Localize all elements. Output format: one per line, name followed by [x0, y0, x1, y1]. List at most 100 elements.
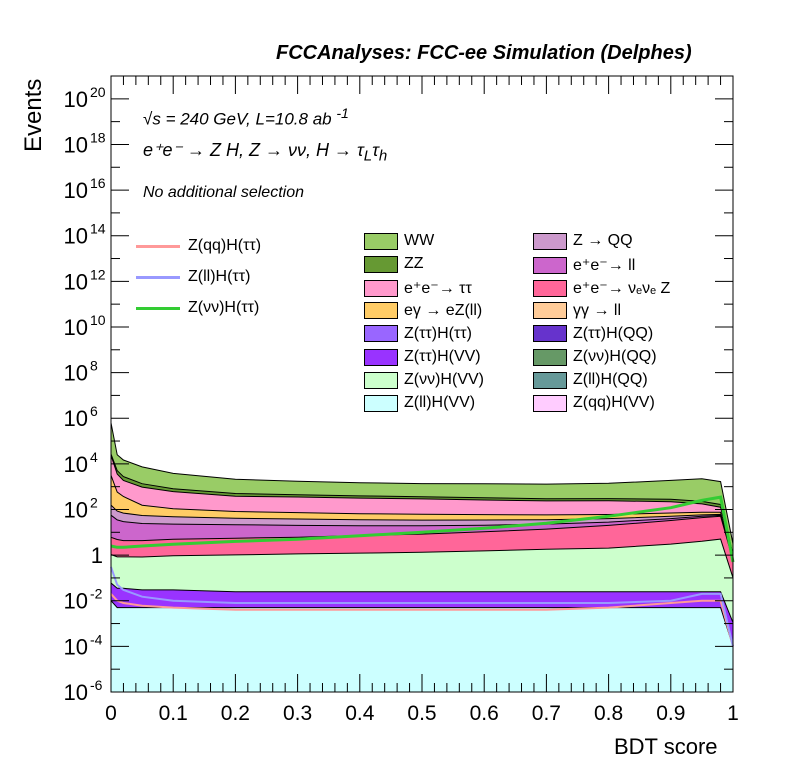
sqrt-symbol: √	[143, 109, 153, 129]
legend-box-label: WW	[404, 232, 435, 249]
legend-box-item: Z(ττ)H(QQ)	[533, 325, 653, 343]
legend-box-swatch	[533, 302, 567, 320]
legend-box-item: Z(νν)H(QQ)	[533, 348, 657, 366]
x-tick-label: 0	[105, 702, 117, 725]
legend-box-swatch	[533, 279, 567, 297]
legend-line-swatch	[136, 306, 180, 310]
legend-box-swatch	[364, 394, 398, 412]
y-tick-exponent: 12	[90, 266, 106, 282]
legend-box-swatch	[364, 325, 398, 343]
legend-box-swatch	[364, 232, 398, 250]
legend-line-label: Z(qq)H(ττ)	[188, 237, 262, 254]
x-tick-label: 0.6	[470, 702, 499, 725]
chart-banner: FCCAnalyses: FCC-ee Simulation (Delphes)	[276, 42, 692, 64]
legend-box-swatch	[364, 279, 398, 297]
legend-box-label: e⁺e⁻→ ττ	[404, 280, 472, 298]
legend-box-label: Z(ττ)H(ττ)	[404, 324, 472, 342]
y-tick-label: 10	[64, 680, 88, 705]
y-tick-exponent: 18	[90, 129, 106, 145]
legend-box-item: Z(qq)H(VV)	[533, 394, 655, 412]
y-axis-label: Events	[20, 78, 47, 152]
legend-box-item: eγ → eZ(ll)	[364, 302, 482, 320]
y-tick-label: 10	[64, 497, 88, 522]
legend-line-label: Z(νν)H(ττ)	[188, 299, 260, 316]
y-tick-label: 10	[64, 269, 88, 294]
y-tick-exponent: 8	[90, 358, 98, 374]
y-tick-label: 10	[64, 634, 88, 659]
legend-box-item: Z(ll)H(VV)	[364, 394, 475, 412]
x-tick-label: 0.8	[594, 702, 623, 725]
x-tick-label: 0.5	[407, 702, 436, 725]
signal-line-0	[110, 593, 734, 647]
x-axis-label: BDT score	[614, 734, 718, 759]
process-annotation: e⁺e⁻ → Z H, Z → νν, H → τLτh	[143, 140, 387, 165]
x-tick-label: 1	[727, 702, 739, 725]
legend-box-swatch	[364, 255, 398, 273]
x-tick-label: 0.2	[221, 702, 250, 725]
legend-box-swatch	[533, 256, 567, 274]
process-sub-l: L	[363, 147, 373, 165]
legend-box-swatch	[364, 302, 398, 320]
y-tick-exponent: 10	[90, 312, 106, 328]
legend-box-swatch	[364, 371, 398, 389]
legend-line-swatch	[136, 244, 180, 248]
x-tick-label: 0.4	[345, 702, 375, 725]
legend-box-item: Z → QQ	[533, 232, 633, 250]
y-tick-exponent: 6	[90, 403, 98, 419]
y-tick-exponent: 2	[90, 494, 98, 510]
legend-box-item: e⁺e⁻→ ττ	[364, 278, 472, 298]
y-tick-label: 10	[64, 178, 88, 203]
y-tick-exponent: -2	[90, 586, 103, 602]
x-tick-label: 0.7	[532, 702, 561, 725]
legend-box-item: e⁺e⁻→ νₑνₑ Z	[533, 278, 670, 298]
y-tick-exponent: 4	[90, 449, 98, 465]
legend-line-label: Z(ll)H(ττ)	[188, 268, 251, 285]
legend-line-item: Z(qq)H(ττ)	[136, 237, 261, 255]
legend-box-item: γγ → ll	[533, 302, 621, 320]
signal-line-2	[110, 495, 735, 563]
y-tick-label: 1	[91, 543, 103, 568]
y-tick-exponent: 14	[90, 221, 106, 237]
energy-annotation: √s = 240 GeV, L=10.8 ab -1	[143, 106, 349, 130]
legend-box-label: Z(qq)H(VV)	[573, 394, 655, 412]
legend-line-item: Z(ll)H(ττ)	[136, 268, 250, 286]
x-tick-label: 0.1	[159, 702, 188, 725]
y-tick-label: 10	[64, 315, 88, 340]
legend-box-swatch	[364, 348, 398, 366]
legend-box-swatch	[533, 348, 567, 366]
legend-box-label: Z(ll)H(QQ)	[573, 371, 648, 389]
y-tick-label: 10	[64, 406, 88, 431]
legend-box-item: ZZ	[364, 255, 424, 273]
process-sub-h: h	[378, 147, 388, 165]
y-tick-label: 10	[64, 132, 88, 157]
legend-box-item: Z(ll)H(QQ)	[533, 371, 648, 389]
legend-box-swatch	[533, 325, 567, 343]
x-tick-label: 0.3	[283, 702, 312, 725]
legend-box-item: Z(ττ)H(ττ)	[364, 325, 472, 343]
legend-box-label: Z(ll)H(VV)	[404, 394, 476, 412]
legend-box-item: Z(ττ)H(VV)	[364, 348, 481, 366]
signal-line-1	[110, 566, 734, 647]
legend-box-label: Z(νν)H(QQ)	[573, 348, 657, 365]
legend-box-label: eγ → eZ(ll)	[404, 301, 483, 319]
y-tick-label: 10	[64, 589, 88, 614]
legend-box-item: e⁺e⁻→ ll	[533, 255, 635, 275]
legend-box-swatch	[533, 371, 567, 389]
legend-box-item: WW	[364, 232, 434, 250]
x-tick-label: 0.9	[656, 702, 685, 725]
legend-line-swatch	[136, 275, 180, 279]
legend-box-label: e⁺e⁻→ νₑνₑ Z	[573, 280, 671, 298]
legend-box-label: Z(νν)H(VV)	[404, 371, 484, 389]
y-tick-label: 10	[64, 87, 88, 112]
legend-box-label: e⁺e⁻→ ll	[573, 257, 636, 275]
legend-line-item: Z(νν)H(ττ)	[136, 299, 259, 317]
legend-box-swatch	[533, 232, 567, 250]
legend-box-swatch	[533, 394, 567, 412]
legend-box-item: Z(νν)H(VV)	[364, 371, 484, 389]
energy-text: s = 240 GeV, L=10.8 ab	[152, 109, 332, 129]
legend-box-label: Z(ττ)H(VV)	[404, 348, 481, 365]
y-tick-label: 10	[64, 361, 88, 386]
y-tick-exponent: -6	[90, 677, 103, 693]
selection-annotation: No additional selection	[143, 184, 304, 201]
